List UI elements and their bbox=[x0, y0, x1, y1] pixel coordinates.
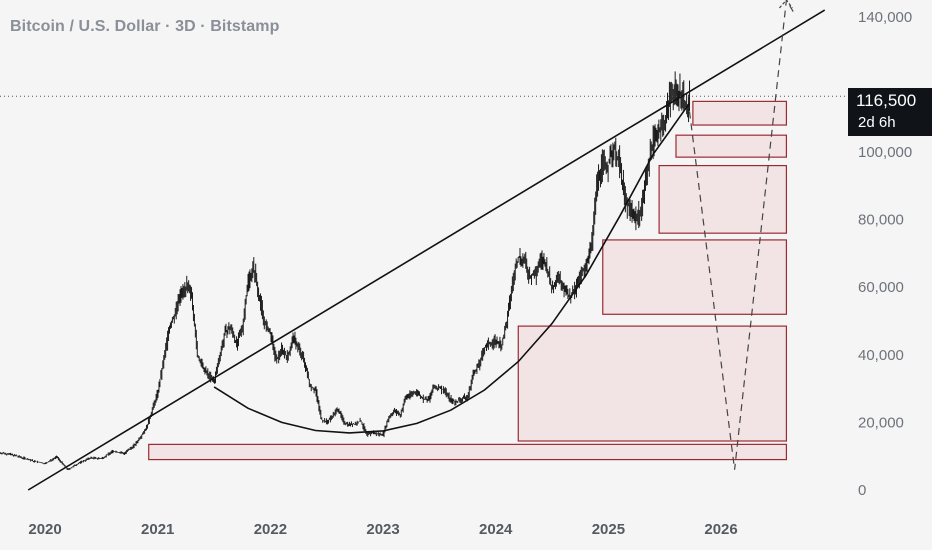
y-tick-label-2: 40,000 bbox=[858, 347, 904, 364]
price-value: 116,500 bbox=[856, 91, 917, 110]
current-price-tag: 116,500 2d 6h bbox=[848, 88, 932, 136]
zone-box-6 bbox=[148, 443, 788, 461]
y-axis: 0 20,000 40,000 60,000 80,000 100,000 140,000 bbox=[858, 9, 912, 499]
x-tick-label-5: 2025 bbox=[592, 521, 625, 538]
bar-countdown: 2d 6h bbox=[858, 114, 896, 131]
zone-box-3 bbox=[658, 164, 788, 234]
projection-path bbox=[688, 0, 795, 470]
y-tick-label-3: 60,000 bbox=[858, 279, 904, 296]
x-tick-label-4: 2024 bbox=[479, 521, 513, 538]
y-tick-label-4: 80,000 bbox=[858, 212, 904, 229]
zone-box-2 bbox=[675, 134, 788, 158]
y-tick-label-1: 20,000 bbox=[858, 414, 904, 431]
x-tick-label-6: 2026 bbox=[704, 521, 737, 538]
x-axis: 2020 2021 2022 2023 2024 2025 2026 bbox=[28, 521, 737, 538]
y-tick-label-0: 0 bbox=[858, 482, 866, 499]
x-tick-label-0: 2020 bbox=[28, 521, 61, 538]
cup-curve bbox=[213, 102, 691, 434]
zone-box-5 bbox=[517, 325, 788, 442]
x-tick-label-3: 2023 bbox=[366, 521, 399, 538]
zone-box-1 bbox=[692, 100, 788, 126]
trend-lines bbox=[27, 0, 826, 491]
chart-title: Bitcoin / U.S. Dollar · 3D · Bitstamp bbox=[10, 18, 280, 35]
y-tick-label-5: 100,000 bbox=[858, 144, 912, 161]
y-tick-label-6: 140,000 bbox=[858, 9, 912, 26]
price-series bbox=[0, 71, 691, 471]
x-tick-label-2: 2022 bbox=[254, 521, 287, 538]
trend-line bbox=[27, 9, 826, 491]
projection-arrow-icon bbox=[778, 0, 793, 9]
x-tick-label-1: 2021 bbox=[141, 521, 174, 538]
